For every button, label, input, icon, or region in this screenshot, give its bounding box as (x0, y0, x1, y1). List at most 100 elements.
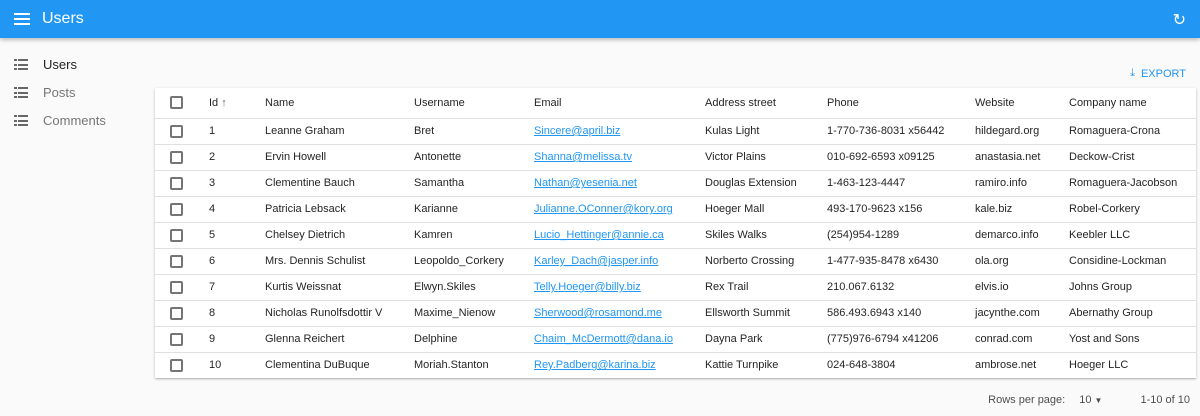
cell-phone: 586.493.6943 x140 (827, 300, 975, 327)
table-row[interactable]: 2 Ervin Howell Antonette Shanna@melissa.tv V… (155, 144, 1196, 171)
row-checkbox[interactable] (170, 124, 183, 138)
column-header-label: Name (265, 96, 295, 109)
download-icon: ⤓ (1130, 67, 1135, 79)
column-header-label: Address street (705, 96, 776, 109)
cell-name: Ervin Howell (265, 144, 414, 171)
cell-username: Bret (414, 118, 534, 145)
cell-name: Leanne Graham (265, 118, 414, 145)
email-link[interactable]: Sherwood@rosamond.me (534, 307, 662, 319)
email-link[interactable]: Lucio_Hettinger@annie.ca (534, 229, 664, 241)
cell-address-street: Skiles Walks (705, 222, 827, 249)
table-row[interactable]: 5 Chelsey Dietrich Kamren Lucio_Hettinger@a… (155, 222, 1196, 249)
row-checkbox[interactable] (170, 280, 183, 294)
export-label: EXPORT (1140, 67, 1186, 80)
export-button[interactable]: ⤓ EXPORT (1130, 67, 1186, 80)
cell-id: 2 (209, 144, 265, 171)
cell-id: 10 (209, 359, 222, 372)
cell-id: 3 (209, 170, 265, 197)
row-checkbox[interactable] (170, 228, 183, 242)
row-select-cell (155, 144, 209, 171)
cell-company-name: Robel-Corkery (1069, 196, 1196, 223)
cell-name: Clementine Bauch (265, 170, 414, 197)
table-row[interactable]: 3 Clementine Bauch Samantha Nathan@yesenia.… (155, 170, 1196, 197)
row-select-cell (155, 274, 209, 301)
email-link[interactable]: Chaim_McDermott@dana.io (534, 333, 673, 345)
row-checkbox[interactable] (170, 306, 183, 320)
table-row[interactable]: 1 Leanne Graham Bret Sincere@april.biz Kulas… (155, 118, 1196, 145)
column-header-phone[interactable]: Phone (827, 88, 975, 119)
cell-address-street: Douglas Extension (705, 170, 827, 197)
column-header-company-name[interactable]: Company name (1069, 88, 1196, 119)
column-header-label: Company name (1069, 96, 1147, 109)
cell-company-name: Romaguera-Jacobson (1069, 170, 1196, 197)
column-header-address-street[interactable]: Address street (705, 88, 827, 119)
row-checkbox[interactable] (170, 150, 183, 164)
cell-company-name: Hoeger LLC (1069, 359, 1129, 372)
column-header-username[interactable]: Username (414, 88, 534, 119)
email-link[interactable]: Telly.Hoeger@billy.biz (534, 281, 641, 293)
row-checkbox[interactable] (170, 176, 183, 190)
cell-address-street: Hoeger Mall (705, 196, 827, 223)
cell-website: kale.biz (975, 196, 1069, 223)
refresh-icon[interactable]: ↻ (1172, 12, 1186, 29)
cell-address-street: Victor Plains (705, 144, 827, 171)
cell-website: ramiro.info (975, 170, 1069, 197)
menu-icon[interactable] (14, 13, 30, 25)
table-row[interactable]: 8 Nicholas Runolfsdottir V Maxime_Nienow Sh… (155, 300, 1196, 327)
cell-email: Telly.Hoeger@billy.biz (534, 274, 705, 301)
rows-per-page-select[interactable]: 10 ▼ (1079, 394, 1102, 406)
list-icon (14, 87, 28, 98)
row-select-cell (155, 196, 209, 223)
email-link[interactable]: Julianne.OConner@kory.org (534, 203, 673, 215)
table-row[interactable]: 4 Patricia Lebsack Karianne Julianne.OConne… (155, 196, 1196, 223)
row-select-cell (155, 222, 209, 249)
cell-phone: (775)976-6794 x41206 (827, 326, 975, 353)
column-header-label: Email (534, 96, 562, 109)
cell-address-street: Kulas Light (705, 118, 827, 145)
cell-address-street: Norberto Crossing (705, 248, 827, 275)
cell-username: Moriah.Stanton (414, 359, 489, 372)
sidebar-item-posts[interactable]: Posts (14, 85, 76, 100)
row-checkbox[interactable] (170, 254, 183, 268)
sidebar-item-users[interactable]: Users (14, 57, 77, 72)
email-link[interactable]: Rey.Padberg@karina.biz (534, 359, 656, 372)
cell-website: elvis.io (975, 274, 1069, 301)
row-select-cell (155, 326, 209, 353)
table-row[interactable]: 6 Mrs. Dennis Schulist Leopoldo_Corkery Kar… (155, 248, 1196, 275)
column-header-email[interactable]: Email (534, 88, 705, 119)
cell-id: 5 (209, 222, 265, 249)
cell-company-name: Considine-Lockman (1069, 248, 1196, 275)
cell-address-street: Ellsworth Summit (705, 300, 827, 327)
email-link[interactable]: Nathan@yesenia.net (534, 177, 637, 189)
cell-company-name: Keebler LLC (1069, 222, 1196, 249)
email-link[interactable]: Karley_Dach@jasper.info (534, 255, 659, 267)
email-link[interactable]: Sincere@april.biz (534, 125, 621, 137)
cell-username: Karianne (414, 196, 534, 223)
row-checkbox[interactable] (170, 332, 183, 346)
column-header-website[interactable]: Website (975, 88, 1069, 119)
cell-website: conrad.com (975, 326, 1069, 353)
table-row[interactable]: 9 Glenna Reichert Delphine Chaim_McDermott@… (155, 326, 1196, 353)
row-checkbox[interactable] (170, 358, 183, 372)
rows-per-page-value: 10 (1079, 394, 1092, 406)
cell-name: Nicholas Runolfsdottir V (265, 300, 414, 327)
cell-company-name: Abernathy Group (1069, 300, 1196, 327)
cell-company-name: Romaguera-Crona (1069, 118, 1196, 145)
page-title: Users (42, 10, 84, 27)
cell-username: Samantha (414, 170, 534, 197)
cell-website: jacynthe.com (975, 300, 1069, 327)
column-header-id[interactable]: Id ↑ (209, 88, 265, 119)
column-header-name[interactable]: Name (265, 88, 414, 119)
select-all-checkbox[interactable] (170, 96, 183, 110)
cell-company-name: Johns Group (1069, 274, 1196, 301)
cell-email: Julianne.OConner@kory.org (534, 196, 705, 223)
table-row[interactable]: 7 Kurtis Weissnat Elwyn.Skiles Telly.Hoeger… (155, 274, 1196, 301)
row-checkbox[interactable] (170, 202, 183, 216)
column-header-label: Id (209, 96, 219, 109)
cell-name: Glenna Reichert (265, 326, 414, 353)
email-link[interactable]: Shanna@melissa.tv (534, 151, 632, 163)
sidebar-item-label: Comments (43, 113, 106, 128)
table-row[interactable]: 10 Clementina DuBuque Moriah.Stanton Rey.Pa… (155, 352, 1196, 378)
sidebar-item-comments[interactable]: Comments (14, 113, 106, 128)
column-header-label: Website (975, 96, 1015, 109)
